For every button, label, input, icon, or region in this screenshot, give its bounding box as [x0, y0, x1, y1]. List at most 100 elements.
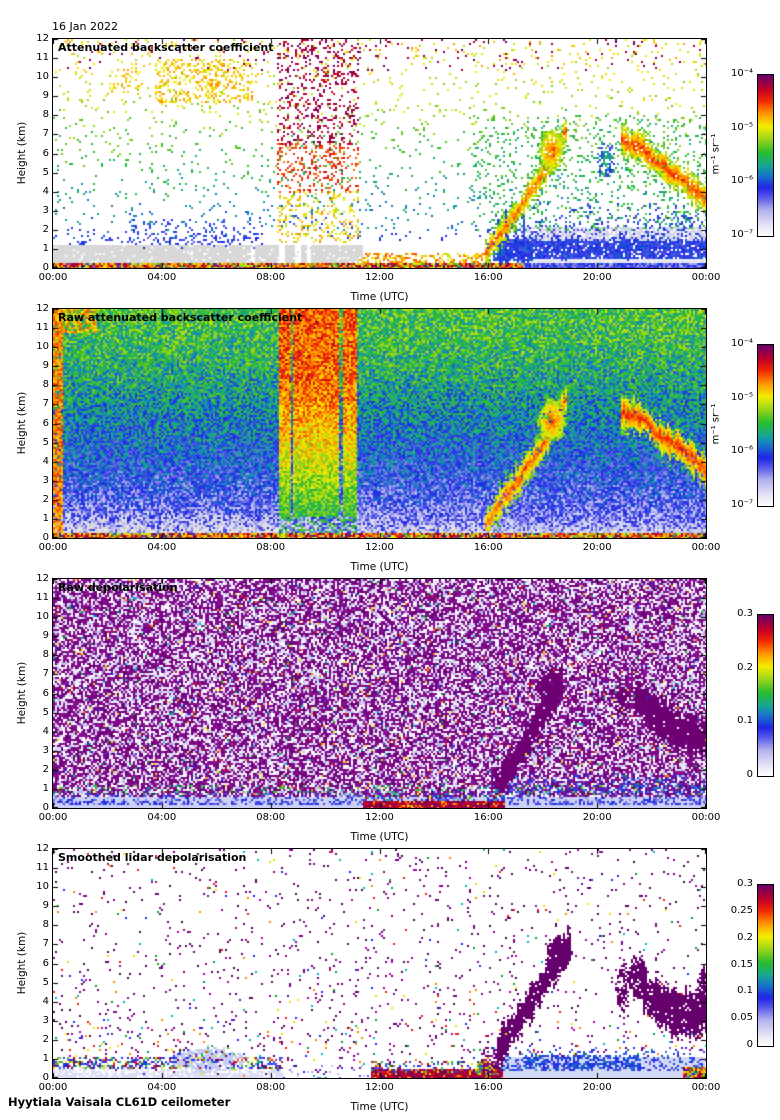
colorbar-tick-label: 0.2	[737, 661, 753, 673]
panel-title: Raw depolarisation	[58, 581, 178, 594]
y-tick-label: 7	[42, 128, 49, 140]
colorbar-tick-label: 0.05	[730, 1012, 753, 1024]
y-tick-label: 1	[42, 242, 49, 254]
y-tick-label: 10	[36, 341, 49, 353]
y-tick-label: 9	[42, 900, 49, 912]
y-tick-label: 11	[36, 592, 49, 604]
y-tick-label: 3	[42, 1014, 49, 1026]
y-tick-label: 5	[42, 166, 49, 178]
x-tick-label: 00:00	[691, 542, 721, 553]
x-tick-label: 20:00	[582, 542, 612, 553]
y-tick-label: 6	[42, 417, 49, 429]
heatmap-canvas-smoothed-depolarisation	[53, 849, 706, 1078]
panel-raw-depolarisation: Raw depolarisation 0 1 2 3 4 5 6 7 8 9 10 11 12 00:0…	[16, 573, 774, 843]
y-tick-label: 0	[42, 802, 49, 813]
colorbar	[757, 884, 774, 1047]
y-tick-label: 12	[36, 573, 49, 584]
y-tick-label: 5	[42, 436, 49, 448]
x-tick-label: 08:00	[256, 542, 286, 553]
colorbar	[757, 74, 774, 237]
x-tick-label: 04:00	[147, 812, 177, 823]
colorbar	[757, 614, 774, 777]
colorbar-unit-label: m⁻¹ sr⁻¹	[710, 133, 722, 175]
x-tick-label: 08:00	[256, 272, 286, 283]
y-axis-label: Height (km)	[16, 661, 28, 725]
y-tick-label: 0	[42, 532, 49, 543]
colorbar-tick-label: 10⁻⁷	[730, 499, 753, 510]
y-tick-label: 2	[42, 493, 49, 505]
y-tick-label: 7	[42, 938, 49, 950]
colorbar-tick-label: 0.3	[737, 878, 753, 889]
x-tick-label: 08:00	[256, 812, 286, 823]
y-tick-label: 3	[42, 744, 49, 756]
x-tick-label: 20:00	[582, 812, 612, 823]
x-tick-label: 12:00	[365, 812, 394, 823]
date-label: 16 Jan 2022	[52, 20, 118, 33]
colorbar-tick-label: 0.1	[737, 715, 753, 727]
colorbar-tick-label: 0.15	[730, 958, 753, 970]
x-tick-label: 16:00	[473, 272, 503, 283]
y-tick-label: 8	[42, 649, 49, 661]
x-tick-label: 12:00	[365, 1082, 394, 1093]
y-tick-label: 5	[42, 706, 49, 718]
y-tick-label: 0	[42, 262, 49, 273]
colorbar-tick-label: 10⁻⁴	[730, 68, 753, 79]
y-tick-label: 0	[42, 1072, 49, 1083]
y-tick-label: 8	[42, 379, 49, 391]
y-tick-label: 6	[42, 957, 49, 969]
x-tick-label: 16:00	[473, 812, 503, 823]
colorbar-tick-label: 0.3	[737, 608, 753, 619]
y-tick-label: 7	[42, 668, 49, 680]
y-tick-label: 7	[42, 398, 49, 410]
y-tick-label: 10	[36, 71, 49, 83]
x-axis-label: Time (UTC)	[350, 1101, 409, 1113]
y-tick-label: 1	[42, 1052, 49, 1064]
colorbar-tick-label: 0	[746, 769, 753, 780]
x-tick-label: 00:00	[38, 272, 68, 283]
y-tick-label: 4	[42, 725, 49, 737]
y-tick-label: 12	[36, 303, 49, 314]
y-axis-label: Height (km)	[16, 931, 28, 995]
x-tick-label: 20:00	[582, 1082, 612, 1093]
y-tick-label: 1	[42, 512, 49, 524]
panel-title: Raw attenuated backscatter coefficient	[58, 311, 303, 324]
panel-title: Smoothed lidar depolarisation	[58, 851, 247, 864]
y-tick-label: 1	[42, 782, 49, 794]
x-tick-label: 12:00	[365, 542, 394, 553]
colorbar-tick-label: 0.1	[737, 985, 753, 997]
y-tick-label: 11	[36, 52, 49, 64]
y-tick-label: 9	[42, 360, 49, 372]
heatmap-canvas-attenuated-backscatter	[53, 39, 706, 268]
instrument-label: Hyytiala Vaisala CL61D ceilometer	[8, 1095, 231, 1109]
y-tick-label: 2	[42, 1033, 49, 1045]
y-tick-label: 12	[36, 33, 49, 44]
colorbar-tick-label: 0.2	[737, 931, 753, 943]
y-tick-label: 4	[42, 995, 49, 1007]
y-tick-label: 5	[42, 976, 49, 988]
colorbar-tick-label: 0	[746, 1039, 753, 1050]
y-axis-label: Height (km)	[16, 391, 28, 455]
colorbar	[757, 344, 774, 507]
heatmap-canvas-raw-attenuated-backscatter	[53, 309, 706, 538]
y-tick-label: 10	[36, 881, 49, 893]
x-tick-label: 04:00	[147, 542, 177, 553]
y-tick-label: 11	[36, 862, 49, 874]
y-tick-label: 10	[36, 611, 49, 623]
y-tick-label: 12	[36, 843, 49, 854]
colorbar-tick-label: 10⁻⁵	[730, 121, 753, 133]
x-tick-label: 00:00	[38, 1082, 68, 1093]
y-tick-label: 4	[42, 185, 49, 197]
x-tick-label: 16:00	[473, 1082, 503, 1093]
colorbar-tick-label: 0.25	[730, 904, 753, 916]
x-axis-label: Time (UTC)	[350, 561, 409, 573]
x-tick-label: 00:00	[38, 812, 68, 823]
colorbar-unit-label: m⁻¹ sr⁻¹	[710, 403, 722, 445]
x-tick-label: 20:00	[582, 272, 612, 283]
x-tick-label: 00:00	[691, 272, 721, 283]
y-tick-label: 8	[42, 109, 49, 121]
colorbar-tick-label: 10⁻⁵	[730, 391, 753, 403]
x-tick-label: 00:00	[691, 1082, 721, 1093]
y-tick-label: 3	[42, 474, 49, 486]
y-tick-label: 2	[42, 763, 49, 775]
